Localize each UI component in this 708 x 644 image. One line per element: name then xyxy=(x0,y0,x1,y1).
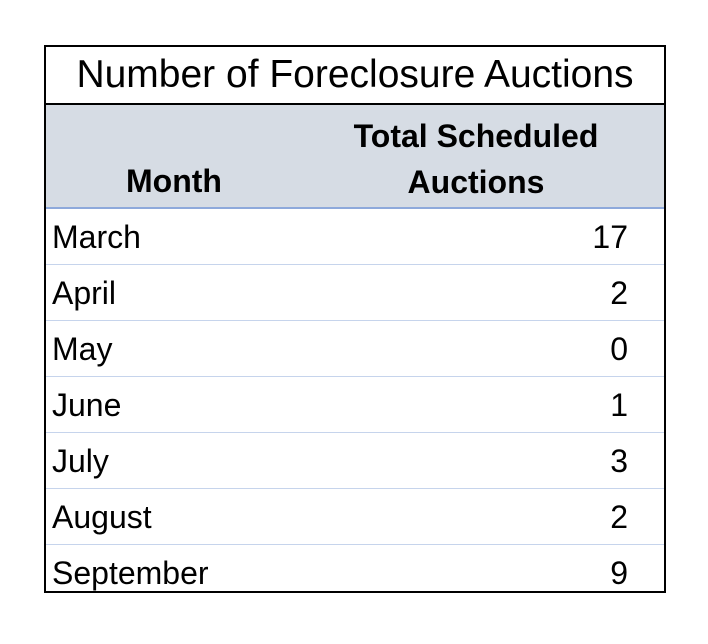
month-cell: June xyxy=(52,387,122,423)
month-cell: September xyxy=(52,555,209,591)
auctions-value-cell: 1 xyxy=(610,387,628,423)
column-header-total-scheduled-auctions: Total Scheduled Auctions xyxy=(294,113,658,205)
column-header-line-2: Auctions xyxy=(407,164,545,200)
table-body: March 17 April 2 May 0 June 1 July 3 Aug… xyxy=(46,209,664,599)
table-row: March 17 xyxy=(46,209,664,265)
month-cell: March xyxy=(52,219,141,255)
auctions-value-cell: 9 xyxy=(610,555,628,591)
month-cell: April xyxy=(52,275,117,311)
column-header-month: Month xyxy=(126,163,222,199)
table-row: April 2 xyxy=(46,265,664,321)
auctions-table: Number of Foreclosure Auctions Month Tot… xyxy=(44,45,666,593)
table-row: September 9 xyxy=(46,545,664,599)
auctions-value-cell: 17 xyxy=(592,219,628,255)
table-row: July 3 xyxy=(46,433,664,489)
table-header: Month Total Scheduled Auctions xyxy=(46,105,664,209)
auctions-value-cell: 2 xyxy=(610,275,628,311)
auctions-value-cell: 3 xyxy=(610,443,628,479)
month-cell: May xyxy=(52,331,113,367)
auctions-value-cell: 0 xyxy=(610,331,628,367)
auctions-value-cell: 2 xyxy=(610,499,628,535)
table-row: June 1 xyxy=(46,377,664,433)
column-header-line-1: Total Scheduled xyxy=(353,118,599,154)
table-row: August 2 xyxy=(46,489,664,545)
table-row: May 0 xyxy=(46,321,664,377)
month-cell: July xyxy=(52,443,109,479)
table-title: Number of Foreclosure Auctions xyxy=(46,47,664,105)
month-cell: August xyxy=(52,499,152,535)
